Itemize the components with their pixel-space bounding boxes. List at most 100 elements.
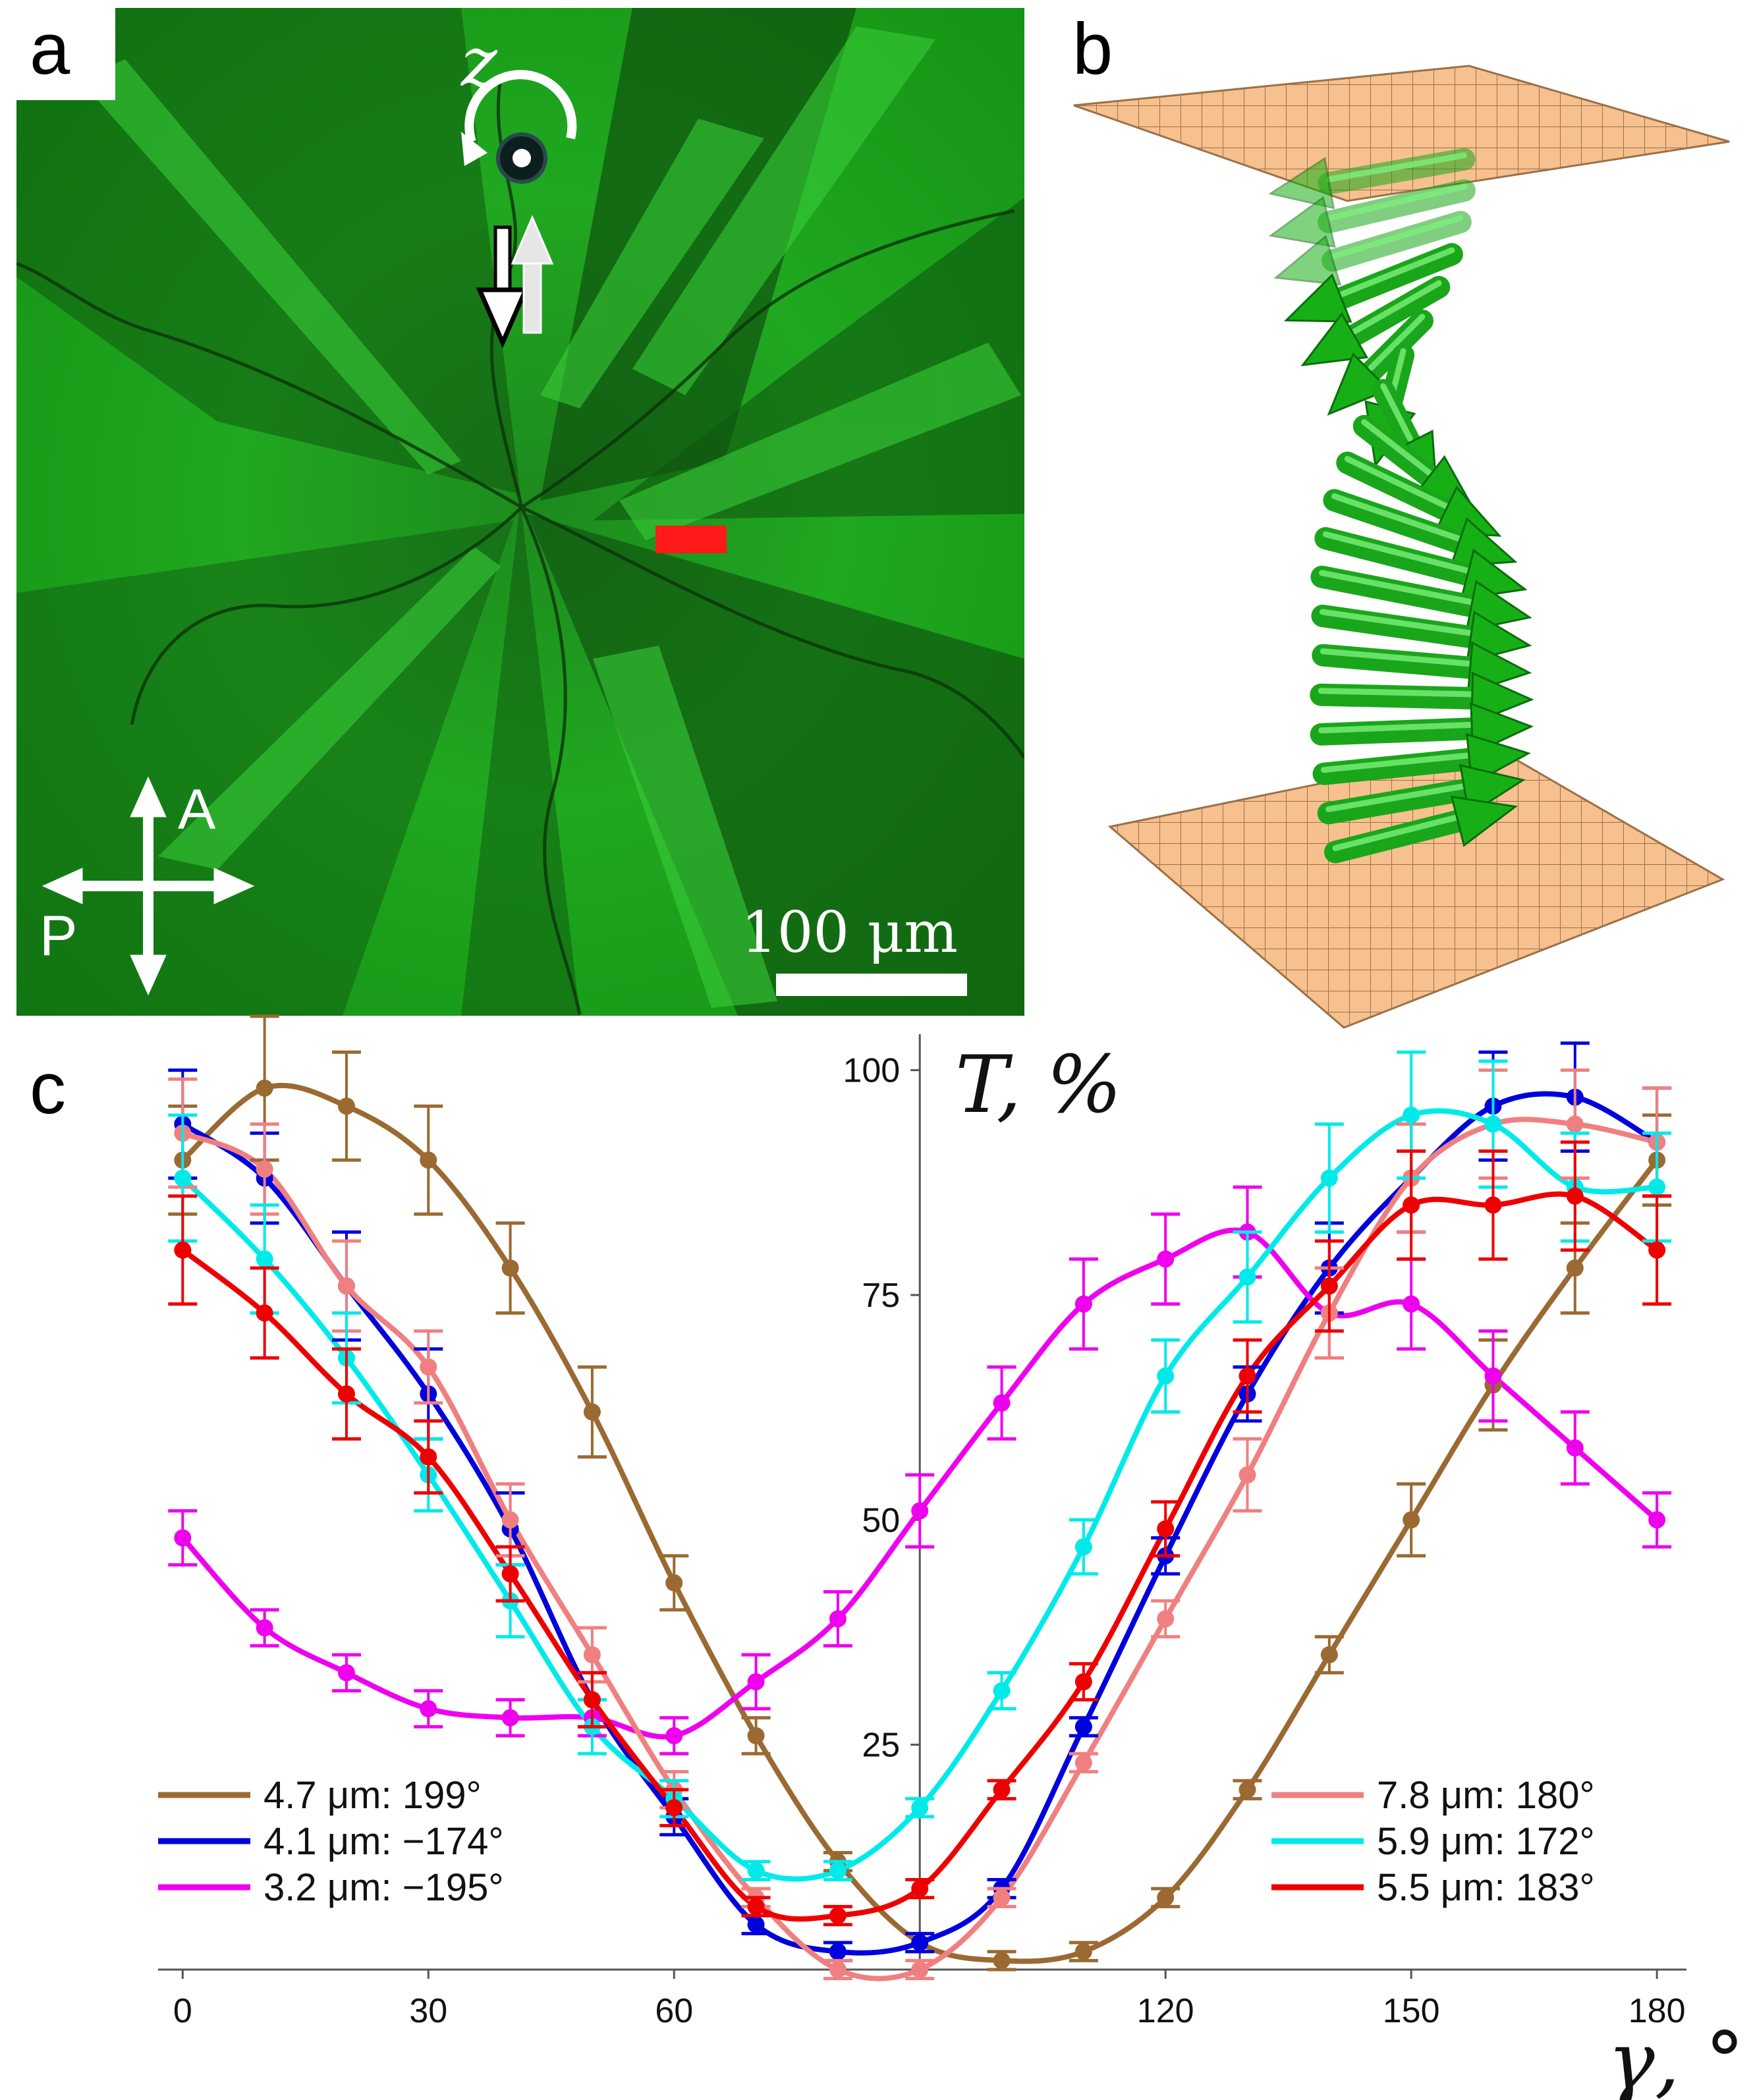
data-point [993, 1781, 1011, 1798]
legend-label: 7.8 μm: 180° [1377, 1774, 1595, 1817]
data-point [829, 1907, 847, 1925]
analyzer-arrow-up-icon [130, 776, 167, 817]
polarizer-arrow-left-icon [42, 868, 83, 904]
data-point [420, 1448, 437, 1466]
data-point [1157, 1367, 1175, 1385]
data-point [1320, 1646, 1338, 1664]
polarizer-label: P [40, 904, 77, 968]
data-point [337, 1664, 355, 1682]
data-point [665, 1574, 683, 1591]
data-point [911, 1799, 929, 1817]
data-points [168, 1014, 1672, 1981]
data-point [1566, 1439, 1584, 1457]
x-tick-label: 150 [1383, 1992, 1440, 2030]
data-point [1403, 1196, 1420, 1214]
data-point [501, 1565, 519, 1583]
data-point [665, 1799, 683, 1817]
data-point [911, 1961, 929, 1978]
data-point [583, 1691, 601, 1709]
director-arrows-group [1268, 148, 1534, 864]
rotation-arrowhead-icon [461, 132, 487, 166]
panel-b-helix [1073, 65, 1730, 1029]
data-point [747, 1673, 765, 1691]
data-point [1648, 1241, 1666, 1259]
data-point [993, 1682, 1011, 1699]
data-point [911, 1502, 929, 1520]
data-point [1484, 1115, 1502, 1133]
director-arrows [476, 215, 554, 348]
x-tick-label: 120 [1137, 1992, 1194, 2030]
data-point [501, 1709, 519, 1727]
director-arrow [1323, 795, 1518, 864]
panel-a-label-box [16, 8, 115, 100]
x-tick-label: 180 [1628, 1992, 1686, 2030]
data-point [993, 1394, 1011, 1412]
legend-label: 5.9 μm: 172° [1377, 1820, 1595, 1863]
legend-label: 3.2 μm: −195° [264, 1866, 504, 1909]
data-point [829, 1961, 847, 1978]
z-axis-symbol: z [460, 22, 577, 184]
x-tick-label: 0 [173, 1992, 192, 2030]
data-point [501, 1259, 519, 1277]
data-point [1074, 1673, 1092, 1691]
data-point [337, 1385, 355, 1403]
x-axis-title: γ, ° [1607, 2016, 1744, 2100]
y-tick-label: 100 [843, 1052, 900, 1090]
data-point [993, 1889, 1011, 1906]
data-point [256, 1250, 273, 1268]
data-point [583, 1403, 601, 1421]
data-point [1074, 1295, 1092, 1313]
data-point [174, 1241, 192, 1259]
data-point [829, 1943, 847, 1960]
data-point [1320, 1277, 1338, 1295]
data-point [1566, 1259, 1584, 1277]
data-point [174, 1529, 192, 1547]
legend-label: 4.7 μm: 199° [264, 1774, 482, 1817]
down-arrow-icon [476, 225, 530, 348]
director-arrow [1336, 451, 1502, 537]
director-arrow [1268, 179, 1476, 248]
data-point [1157, 1889, 1175, 1906]
y-axis-title: T, % [955, 1039, 1122, 1131]
legend-label: 4.1 μm: −174° [264, 1820, 504, 1863]
y-tick-label: 25 [862, 1727, 900, 1765]
data-point [747, 1916, 765, 1933]
polarizer-analyzer-cross [42, 776, 255, 996]
data-point [501, 1511, 519, 1529]
director-arrow [1283, 242, 1463, 323]
data-point [1238, 1367, 1256, 1385]
data-point [256, 1079, 273, 1097]
data-point [1157, 1250, 1175, 1268]
panel-b-label: b [1072, 9, 1113, 90]
z-axis-label: z [460, 22, 498, 102]
x-tick-label: 30 [409, 1992, 447, 2030]
scale-bar-label: 100 μm [741, 900, 958, 966]
data-point [1157, 1520, 1175, 1537]
director-arrow [1273, 211, 1472, 286]
data-point [1648, 1511, 1666, 1529]
z-axis-center-icon [513, 149, 531, 167]
scale-bar [776, 974, 967, 996]
up-arrow-icon [511, 215, 554, 334]
data-point [1320, 1169, 1338, 1187]
data-point [1238, 1781, 1256, 1798]
y-tick-label: 50 [862, 1501, 900, 1539]
data-point [829, 1862, 847, 1879]
data-point [1074, 1754, 1092, 1771]
data-point [665, 1727, 683, 1744]
data-point [1074, 1943, 1092, 1960]
data-point [1074, 1538, 1092, 1556]
data-point [993, 1952, 1011, 1970]
data-point [583, 1646, 601, 1664]
x-tick-label: 60 [655, 1992, 693, 2030]
data-point [256, 1619, 273, 1637]
data-point [747, 1727, 765, 1744]
transmission-chart: 0 30 60 120 150 180 25 50 75 100 T, % γ, ° 4.7 μm… [158, 1014, 1744, 2100]
panel-a-label: a [30, 9, 70, 90]
data-point [1403, 1295, 1420, 1313]
data-point [256, 1160, 273, 1178]
y-tick-label: 75 [862, 1277, 900, 1315]
data-point [256, 1304, 273, 1322]
data-point [747, 1862, 765, 1879]
chart-legend: 4.7 μm: 199°4.1 μm: −174°3.2 μm: −195° 7.… [158, 1774, 1595, 1909]
